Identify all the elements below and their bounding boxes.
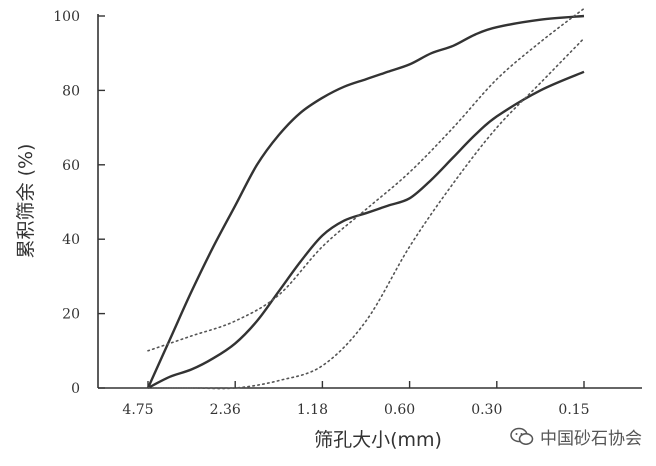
x-tick-label: 0.15	[558, 402, 589, 418]
series-line-2	[147, 70, 585, 390]
y-tick-label: 100	[53, 9, 80, 25]
y-tick-label: 80	[62, 83, 80, 99]
y-tick-label: 40	[62, 232, 80, 248]
y-tick-label: 20	[62, 307, 80, 323]
x-tick-label: 1.18	[297, 402, 328, 418]
series-layer	[146, 7, 585, 390]
wechat-icon	[510, 427, 534, 445]
x-tick-label: 4.75	[122, 402, 153, 418]
series-line-1	[146, 14, 585, 389]
x-axis-title: 筛孔大小(mm)	[314, 429, 442, 451]
x-ticks: 4.75 2.36 1.18 0.60 0.30 0.15	[122, 381, 590, 418]
x-tick-label: 0.30	[471, 402, 502, 418]
y-ticks: 0 20 40 60 80 100	[53, 9, 105, 397]
watermark-text: 中国砂石协会	[540, 429, 642, 449]
x-tick-label: 2.36	[210, 402, 241, 418]
axes	[97, 14, 642, 389]
watermark: 中国砂石协会	[510, 424, 642, 449]
x-tick-label: 0.60	[384, 402, 415, 418]
y-axis-title: 累积筛余 (%)	[15, 144, 37, 259]
series-line-3	[147, 7, 585, 352]
y-tick-label: 60	[62, 158, 80, 174]
y-tick-label: 0	[71, 381, 80, 397]
